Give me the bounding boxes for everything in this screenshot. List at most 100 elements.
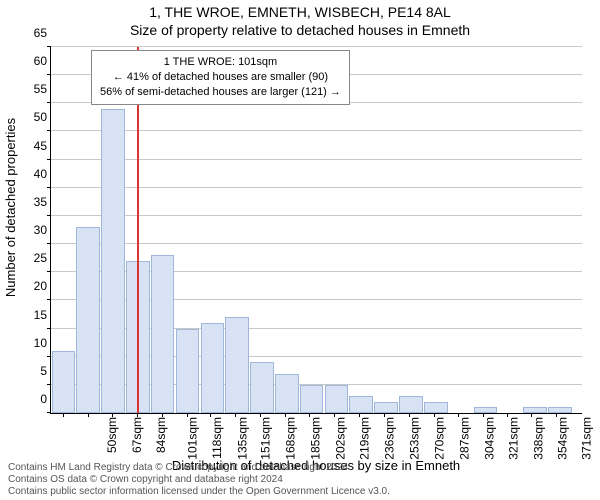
xtick-label: 84sqm [154, 417, 168, 453]
histogram-bar [275, 374, 299, 413]
ytick-mark [47, 299, 51, 300]
ytick-label: 35 [34, 195, 47, 209]
xtick-label: 67sqm [130, 417, 144, 453]
footer-line: Contains public sector information licen… [8, 486, 390, 498]
xtick-mark [531, 413, 532, 417]
histogram-bar [201, 323, 225, 413]
histogram-bar [523, 407, 547, 413]
xtick-label: 287sqm [457, 417, 471, 460]
xtick-label: 304sqm [482, 417, 496, 460]
xtick-label: 50sqm [105, 417, 119, 453]
xtick-mark [63, 413, 64, 417]
ytick-label: 10 [34, 336, 47, 350]
callout-line: 56% of semi-detached houses are larger (… [100, 85, 341, 100]
ytick-label: 65 [34, 26, 47, 40]
ytick-mark [47, 102, 51, 103]
xtick-label: 168sqm [284, 417, 298, 460]
ytick-label: 30 [34, 223, 47, 237]
xtick-label: 371sqm [580, 417, 594, 460]
histogram-bar [349, 396, 373, 413]
ytick-mark [47, 243, 51, 244]
xtick-mark [434, 413, 435, 417]
ytick-mark [47, 215, 51, 216]
plot-area: 0510152025303540455055606550sqm67sqm84sq… [50, 46, 582, 414]
histogram-bar [300, 385, 324, 413]
xtick-label: 151sqm [259, 417, 273, 460]
ytick-label: 0 [40, 392, 47, 406]
histogram-bar [101, 109, 125, 413]
figure: 1, THE WROE, EMNETH, WISBECH, PE14 8AL S… [0, 0, 600, 500]
callout-line: ← 41% of detached houses are smaller (90… [100, 70, 341, 85]
y-axis-label: Number of detached properties [2, 0, 20, 414]
ytick-mark [47, 412, 51, 413]
xtick-mark [260, 413, 261, 417]
ytick-mark [47, 328, 51, 329]
xtick-label: 185sqm [308, 417, 322, 460]
histogram-bar [76, 227, 100, 413]
xtick-mark [235, 413, 236, 417]
ytick-label: 15 [34, 308, 47, 322]
xtick-label: 202sqm [333, 417, 347, 460]
ytick-label: 50 [34, 110, 47, 124]
ytick-mark [47, 271, 51, 272]
ytick-label: 40 [34, 167, 47, 181]
xtick-mark [507, 413, 508, 417]
xtick-mark [458, 413, 459, 417]
xtick-label: 321sqm [507, 417, 521, 460]
xtick-mark [137, 413, 138, 417]
gridline-h [51, 159, 582, 160]
xtick-mark [483, 413, 484, 417]
ytick-label: 55 [34, 82, 47, 96]
footer-line: Contains HM Land Registry data © Crown c… [8, 462, 390, 474]
histogram-bar [325, 385, 349, 413]
gridline-h [51, 215, 582, 216]
gridline-h [51, 130, 582, 131]
xtick-mark [556, 413, 557, 417]
histogram-bar [399, 396, 423, 413]
ytick-mark [47, 74, 51, 75]
xtick-mark [359, 413, 360, 417]
gridline-h [51, 46, 582, 47]
callout-box: 1 THE WROE: 101sqm← 41% of detached hous… [91, 50, 350, 105]
xtick-label: 135sqm [235, 417, 249, 460]
xtick-mark [409, 413, 410, 417]
histogram-bar [548, 407, 572, 413]
histogram-bar [151, 255, 175, 413]
attribution-footer: Contains HM Land Registry data © Crown c… [8, 462, 390, 498]
ytick-label: 5 [40, 364, 47, 378]
xtick-label: 101sqm [186, 417, 200, 460]
histogram-bar [225, 317, 249, 413]
histogram-bar [474, 407, 498, 413]
histogram-bar [52, 351, 76, 413]
ytick-label: 20 [34, 279, 47, 293]
xtick-mark [187, 413, 188, 417]
xtick-mark [210, 413, 211, 417]
xtick-label: 270sqm [433, 417, 447, 460]
footer-line: Contains OS data © Crown copyright and d… [8, 474, 390, 486]
ytick-mark [47, 384, 51, 385]
gridline-h [51, 187, 582, 188]
ytick-label: 25 [34, 251, 47, 265]
ytick-mark [47, 356, 51, 357]
ytick-mark [47, 187, 51, 188]
xtick-mark [162, 413, 163, 417]
xtick-label: 354sqm [555, 417, 569, 460]
chart-title-line1: 1, THE WROE, EMNETH, WISBECH, PE14 8AL [0, 4, 600, 20]
xtick-mark [88, 413, 89, 417]
callout-line: 1 THE WROE: 101sqm [100, 55, 341, 70]
histogram-bar [250, 362, 274, 413]
xtick-label: 236sqm [383, 417, 397, 460]
xtick-mark [384, 413, 385, 417]
ytick-mark [47, 46, 51, 47]
xtick-label: 253sqm [408, 417, 422, 460]
histogram-bar [424, 402, 448, 413]
xtick-label: 219sqm [358, 417, 372, 460]
xtick-mark [112, 413, 113, 417]
ytick-mark [47, 130, 51, 131]
histogram-bar [176, 329, 200, 413]
gridline-h [51, 243, 582, 244]
histogram-bar [374, 402, 398, 413]
ytick-label: 60 [34, 54, 47, 68]
xtick-mark [285, 413, 286, 417]
xtick-mark [334, 413, 335, 417]
